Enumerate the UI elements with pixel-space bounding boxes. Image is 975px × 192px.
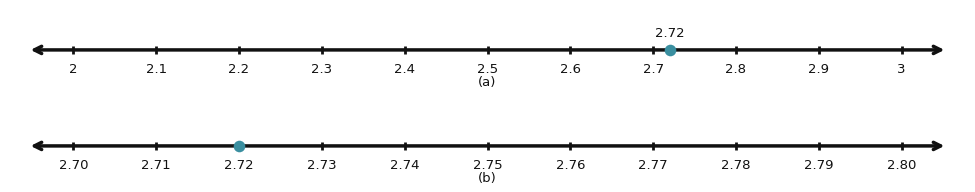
Text: 2.1: 2.1 xyxy=(145,63,167,76)
Text: 2.78: 2.78 xyxy=(722,159,751,172)
Text: 2.71: 2.71 xyxy=(141,159,171,172)
Text: 3: 3 xyxy=(897,63,906,76)
Text: 2.74: 2.74 xyxy=(390,159,419,172)
Text: 2.6: 2.6 xyxy=(560,63,581,76)
Text: 2.72: 2.72 xyxy=(224,159,254,172)
Text: 2.5: 2.5 xyxy=(477,63,498,76)
Point xyxy=(231,144,247,147)
Text: 2.76: 2.76 xyxy=(556,159,585,172)
Text: 2.73: 2.73 xyxy=(307,159,336,172)
Text: 2.7: 2.7 xyxy=(643,63,664,76)
Text: 2.9: 2.9 xyxy=(808,63,830,76)
Text: 2.77: 2.77 xyxy=(639,159,668,172)
Text: 2.2: 2.2 xyxy=(228,63,250,76)
Text: 2.70: 2.70 xyxy=(58,159,88,172)
Text: 2.79: 2.79 xyxy=(804,159,834,172)
Text: 2: 2 xyxy=(69,63,78,76)
Text: 2.80: 2.80 xyxy=(887,159,916,172)
Text: 2.72: 2.72 xyxy=(655,27,684,40)
Point xyxy=(662,48,678,51)
Text: 2.75: 2.75 xyxy=(473,159,502,172)
Text: 2.3: 2.3 xyxy=(311,63,332,76)
Text: 2.4: 2.4 xyxy=(394,63,415,76)
Text: 2.8: 2.8 xyxy=(725,63,747,76)
Text: (a): (a) xyxy=(479,76,496,89)
Text: (b): (b) xyxy=(478,172,497,185)
